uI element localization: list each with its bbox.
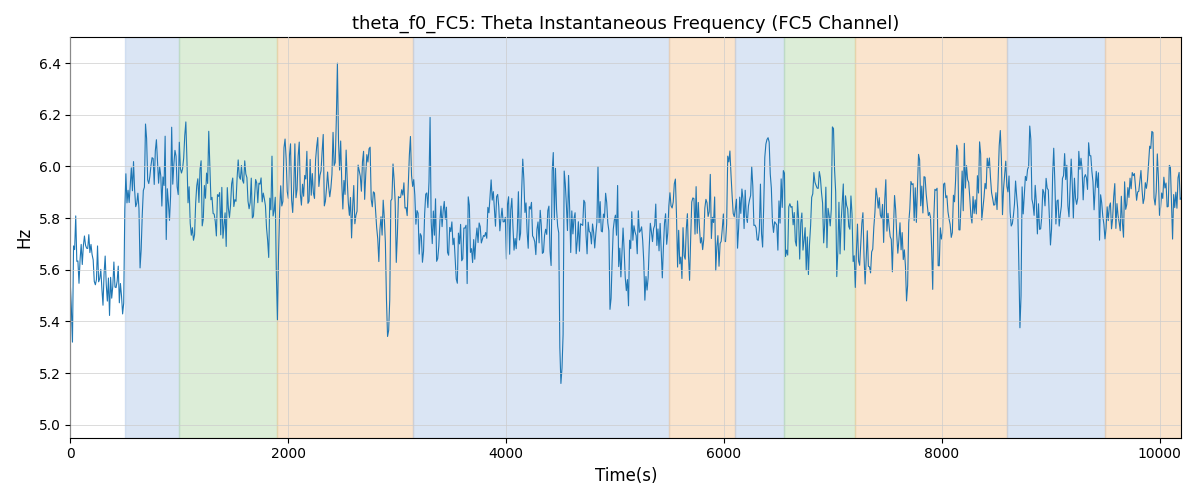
Bar bbox=[179, 38, 277, 438]
X-axis label: Time(s): Time(s) bbox=[594, 467, 658, 485]
Bar bbox=[1105, 38, 1181, 438]
Bar bbox=[413, 38, 670, 438]
Y-axis label: Hz: Hz bbox=[16, 227, 34, 248]
Bar bbox=[734, 38, 784, 438]
Title: theta_f0_FC5: Theta Instantaneous Frequency (FC5 Channel): theta_f0_FC5: Theta Instantaneous Freque… bbox=[352, 15, 900, 34]
Bar bbox=[125, 38, 179, 438]
Bar bbox=[784, 38, 854, 438]
Bar bbox=[1007, 38, 1105, 438]
Bar bbox=[670, 38, 734, 438]
Bar bbox=[277, 38, 413, 438]
Bar bbox=[854, 38, 1007, 438]
